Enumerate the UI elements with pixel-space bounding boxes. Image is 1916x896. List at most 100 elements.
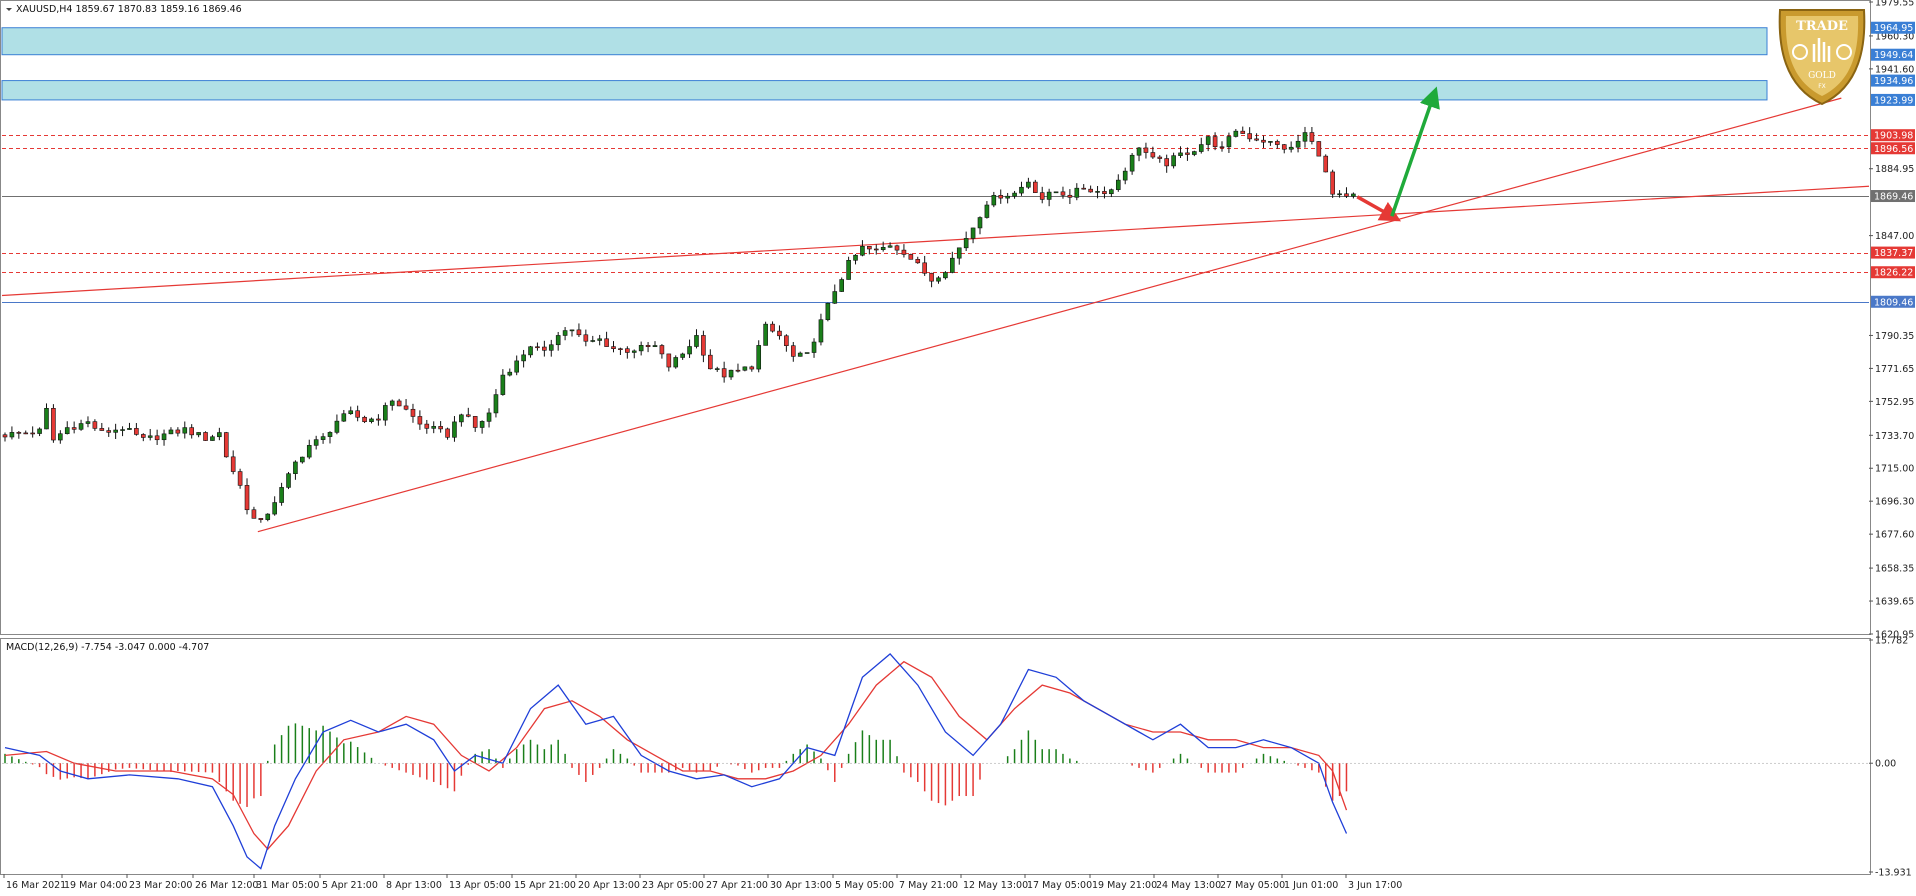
dropdown-triangle-icon[interactable] [6,8,12,11]
time-tick-label: 5 May 05:00 [835,880,894,891]
supply-zone-1 [1,27,1768,56]
candle-body [846,259,851,280]
time-tick-label: 5 Apr 21:00 [322,880,378,891]
candle-body [1323,155,1329,173]
candle-body [548,344,554,351]
zone-badge-label: 1964.95 [1874,23,1913,34]
zone-badge-label: 1923.99 [1874,95,1913,106]
zone-badge [1871,74,1915,87]
shield-inner [1785,16,1859,96]
candle-body [306,445,312,458]
zone-badge [1871,93,1915,106]
candle-body [873,248,879,251]
candle-body [438,426,443,430]
candle-body [943,272,948,279]
candle-body [631,350,637,353]
candle-body [465,414,471,417]
candle-body [341,413,347,422]
price-tick-label: 1715.00 [1875,464,1914,475]
candle-body [542,346,547,351]
candle-body [1254,138,1259,141]
macd-signal-line [4,660,1348,851]
candle-body [1344,193,1349,197]
candle-body [880,246,886,250]
time-tick-label: 3 Jun 17:00 [1348,880,1402,891]
candle-body [963,238,969,249]
candle-body [78,423,84,430]
time-tick-label: 23 Mar 20:00 [129,880,192,891]
time-tick-label: 12 May 13:00 [963,880,1028,891]
candle-body [230,456,236,472]
candle-body [535,346,540,349]
candle-body [784,335,789,346]
candle-body [1129,154,1135,172]
arrow-green-rally [1390,86,1440,217]
price-tick-label: 1733.70 [1875,431,1914,442]
candle-body [279,487,284,503]
candle-body [127,428,132,430]
candle-body [1122,170,1128,181]
candle-body [348,410,354,415]
candle-body [735,369,741,372]
candle-body [64,427,70,435]
candle-body [659,345,665,355]
candle-body [237,471,243,486]
chart-header: XAUUSD,H4 1859.67 1870.83 1859.16 1869.4… [6,4,242,15]
price-badge [1871,190,1915,203]
candle-body [555,335,561,346]
candle-body [1164,158,1169,167]
candle-body [970,227,976,239]
candle-body [728,369,734,378]
candle-body [113,429,118,433]
candle-body [887,245,893,248]
candle-body [742,366,748,371]
trade-gold-logo: TRADE GOLD FX [1778,9,1866,106]
price-tick-label: 1658.35 [1875,564,1914,575]
candle-body [714,368,720,370]
candle-body [44,408,49,430]
candle-body [327,432,333,437]
price-badge-label: 1826.22 [1874,268,1913,279]
candle-body [445,428,450,438]
candle-body [832,291,838,304]
candle-body [99,428,105,431]
candle-body [1039,192,1045,200]
candle-body [51,408,56,441]
candle-body [223,432,229,458]
time-tick-label: 20 Apr 13:00 [578,880,640,891]
candle-body [1268,141,1273,143]
candle-body [472,416,478,428]
candle-body [1019,186,1024,194]
candle-body [1136,147,1142,156]
candle-body [687,346,692,355]
candle-body [576,329,582,336]
price-tick-label: 1752.95 [1875,397,1914,408]
horizontal-levels [2,135,1869,303]
candle-body [770,323,775,332]
candle-body [30,432,35,435]
logo-bottom-text: GOLD [1808,71,1836,81]
candle-body [424,423,430,429]
candle-body [777,330,782,337]
price-tick-label: 1696.30 [1875,497,1914,508]
candle-body [1316,141,1322,157]
candle-body [376,418,381,421]
candle-body [666,353,672,368]
candle-body [645,345,651,347]
time-tick-label: 27 Apr 21:00 [706,880,768,891]
macd-tick-label: -13.931 [1875,868,1912,879]
candle-body [396,400,402,407]
candle-body [1074,187,1080,198]
candle-body [1281,144,1287,150]
macd-tick-label: 15.782 [1875,636,1908,647]
macd-main-line [4,652,1348,870]
chart-frame [0,0,1871,635]
price-tick-label: 1847.00 [1875,231,1914,242]
candle-body [1171,155,1176,167]
candle-body [479,421,485,428]
candle-body [120,429,125,431]
candle-body [300,456,305,463]
arrows [1356,86,1440,222]
candle-body [984,204,990,218]
price-badge [1871,246,1915,259]
